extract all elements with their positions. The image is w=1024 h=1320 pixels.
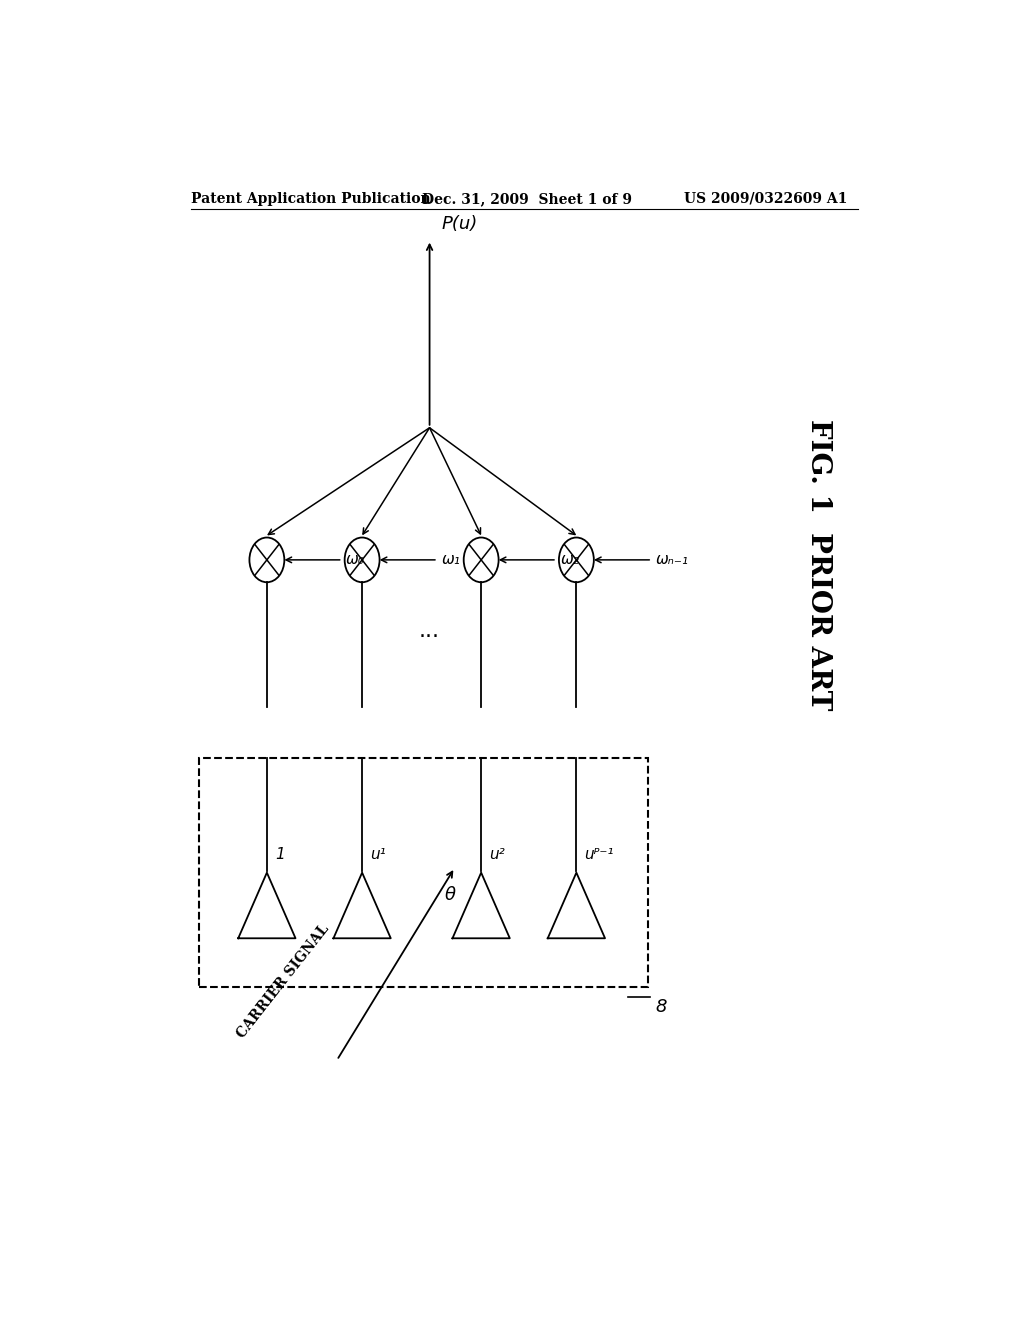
- Text: CARRIER SIGNAL: CARRIER SIGNAL: [233, 923, 332, 1041]
- Text: Dec. 31, 2009  Sheet 1 of 9: Dec. 31, 2009 Sheet 1 of 9: [422, 191, 632, 206]
- Text: ωₙ₋₁: ωₙ₋₁: [655, 552, 689, 568]
- Text: ω₂: ω₂: [560, 552, 580, 568]
- Text: US 2009/0322609 A1: US 2009/0322609 A1: [684, 191, 847, 206]
- Text: P(u): P(u): [441, 215, 478, 234]
- Text: 1: 1: [274, 846, 285, 862]
- Bar: [200, 758, 648, 987]
- Text: $\theta$: $\theta$: [443, 886, 457, 904]
- Text: 8: 8: [655, 998, 668, 1016]
- Text: FIG. 1  PRIOR ART: FIG. 1 PRIOR ART: [805, 420, 831, 710]
- Text: ...: ...: [419, 620, 440, 642]
- Text: ω₁: ω₁: [441, 552, 461, 568]
- Text: u¹: u¹: [370, 846, 386, 862]
- Text: uᴾ⁻¹: uᴾ⁻¹: [585, 846, 613, 862]
- Text: Patent Application Publication: Patent Application Publication: [191, 191, 431, 206]
- Text: ω₀: ω₀: [346, 552, 366, 568]
- Text: u²: u²: [489, 846, 505, 862]
